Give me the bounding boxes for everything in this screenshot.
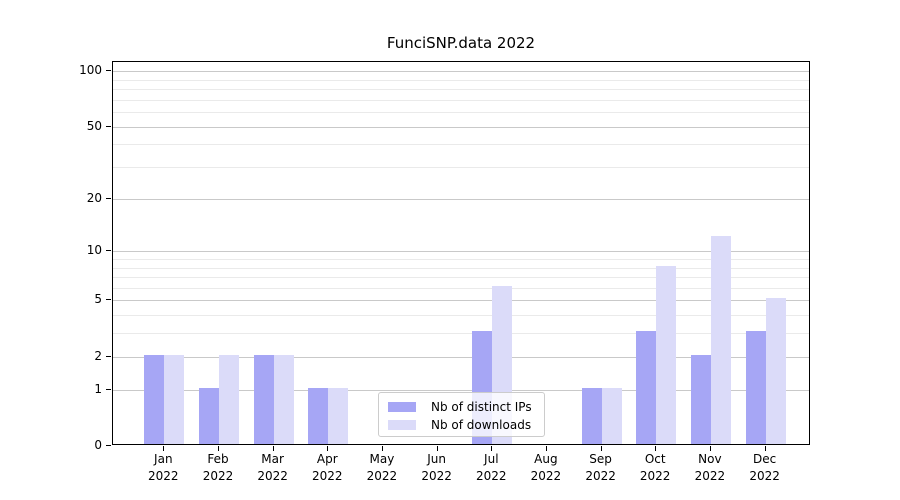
gridline-major-5 <box>113 300 809 302</box>
gridline-minor-80 <box>113 88 809 90</box>
bar-ips-jan <box>144 354 165 444</box>
gridline-minor-7 <box>113 277 809 278</box>
bar-downloads-jan <box>164 354 185 444</box>
gridline-major-50 <box>113 126 809 128</box>
x-tick-label-apr: Apr 2022 <box>312 452 343 483</box>
gridline-minor-8 <box>113 267 809 269</box>
y-tick-label-5: 5 <box>94 292 102 307</box>
y-tick-label-20: 20 <box>86 190 102 205</box>
y-tick-label-100: 100 <box>79 63 102 77</box>
legend-item-distinct-ips: Nb of distinct IPs <box>388 398 544 415</box>
gridline-major-100 <box>113 71 809 72</box>
gridline-minor-3 <box>113 333 809 335</box>
gridline-minor-9 <box>113 258 809 260</box>
x-tick-feb <box>218 446 219 451</box>
plot-area: Nb of distinct IPs Nb of downloads <box>112 61 810 445</box>
gridline-major-20 <box>113 198 809 200</box>
bar-downloads-apr <box>328 387 349 444</box>
x-tick-jan <box>163 446 165 451</box>
x-tick-sep <box>600 446 602 451</box>
gridline-minor-30 <box>113 167 809 168</box>
y-tick-label-2: 2 <box>94 348 102 363</box>
x-tick-jul <box>491 446 493 451</box>
y-tick-5 <box>106 299 111 301</box>
gridline-minor-90 <box>113 79 809 81</box>
bar-downloads-mar <box>273 354 294 444</box>
x-tick-may <box>381 446 383 451</box>
y-tick-label-1: 1 <box>94 381 102 396</box>
bar-downloads-sep <box>601 387 622 444</box>
legend-swatch-distinct-ips <box>388 401 416 412</box>
gridline-minor-70 <box>113 99 809 101</box>
x-tick-label-mar: Mar 2022 <box>257 452 288 483</box>
y-tick-1 <box>106 388 111 390</box>
y-tick-10 <box>106 250 111 252</box>
gridline-minor-4 <box>113 315 809 317</box>
legend-item-downloads: Nb of downloads <box>388 416 544 433</box>
x-tick-label-jun: Jun 2022 <box>421 452 452 483</box>
y-tick-20 <box>106 197 111 199</box>
y-tick-label-50: 50 <box>86 118 102 133</box>
legend-label-downloads: Nb of downloads <box>431 417 532 432</box>
y-tick-2 <box>106 355 111 357</box>
gridline-minor-40 <box>113 144 809 146</box>
x-tick-label-oct: Oct 2022 <box>639 452 671 483</box>
gridline-minor-60 <box>113 112 809 113</box>
x-tick-nov <box>709 446 711 451</box>
bar-ips-dec <box>745 331 766 444</box>
y-tick-label-0: 0 <box>94 438 102 452</box>
x-tick-dec <box>764 446 766 451</box>
x-tick-label-aug: Aug 2022 <box>530 452 562 483</box>
x-tick-label-dec: Dec 2022 <box>749 452 780 483</box>
gridline-major-1 <box>113 389 809 391</box>
gridline-major-10 <box>113 251 809 253</box>
bar-ips-apr <box>308 387 329 444</box>
y-tick-50 <box>106 125 111 127</box>
x-tick-apr <box>327 446 329 451</box>
x-tick-aug <box>545 446 547 451</box>
x-tick-label-jul: Jul 2022 <box>476 452 507 483</box>
legend-label-distinct-ips: Nb of distinct IPs <box>431 399 532 414</box>
y-tick-0 <box>106 445 111 446</box>
x-tick-label-feb: Feb 2022 <box>202 452 234 483</box>
chart-title: FunciSNP.data 2022 <box>386 34 536 52</box>
bar-downloads-feb <box>219 354 239 444</box>
bar-downloads-oct <box>656 265 677 444</box>
bar-downloads-nov <box>710 235 731 444</box>
bar-downloads-dec <box>765 298 786 444</box>
gridline-major-2 <box>113 356 809 358</box>
legend: Nb of distinct IPs Nb of downloads <box>378 392 545 437</box>
bar-ips-feb <box>199 387 219 444</box>
x-tick-jun <box>436 446 438 451</box>
bar-ips-mar <box>253 354 274 444</box>
y-tick-label-10: 10 <box>86 243 102 258</box>
x-tick-label-sep: Sep 2022 <box>585 452 616 483</box>
gridline-minor-6 <box>113 287 809 289</box>
x-tick-label-nov: Nov 2022 <box>694 452 726 483</box>
bar-ips-nov <box>690 354 711 444</box>
bar-ips-oct <box>636 331 657 444</box>
x-tick-oct <box>655 446 657 451</box>
bar-ips-sep <box>581 387 602 444</box>
x-tick-label-may: May 2022 <box>366 452 398 483</box>
legend-swatch-downloads <box>388 419 416 430</box>
x-tick-label-jan: Jan 2022 <box>148 452 179 483</box>
y-tick-100 <box>106 70 111 71</box>
x-tick-mar <box>272 446 274 451</box>
